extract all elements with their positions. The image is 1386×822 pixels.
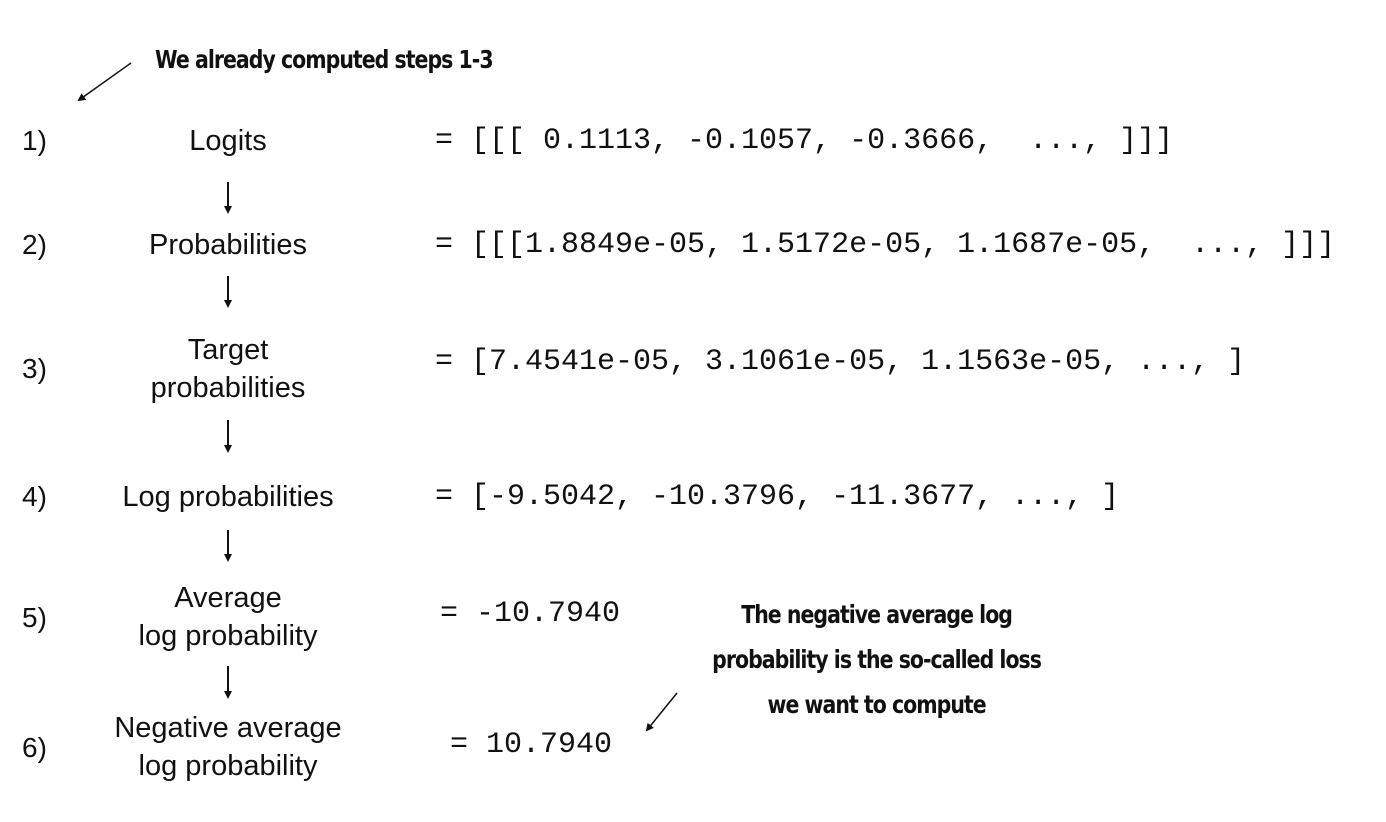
- step-number: 2): [22, 229, 47, 260]
- step-value-negative-average-log-probability: = 10.7940: [450, 728, 613, 762]
- annotation-arrow-top: [77, 62, 132, 102]
- label-line: log probability: [138, 620, 318, 652]
- label-line: Probabilities: [149, 229, 307, 261]
- step-label-negative-average-log-probability: Negative average log probability: [114, 709, 341, 785]
- step-value-average-log-probability: = -10.7940: [440, 597, 621, 631]
- step-number: 6): [22, 732, 47, 763]
- step-value-target-probabilities: = [7.4541e-05, 3.1061e-05, 1.1563e-05, .…: [435, 345, 1246, 379]
- step-value-logits: = [[[ 0.1113, -0.1057, -0.3666, ..., ]]]: [435, 124, 1174, 158]
- step-number: 1): [22, 125, 47, 156]
- annotation-loss-line: we want to compute: [767, 690, 987, 719]
- label-line: Average: [174, 582, 282, 614]
- step-value-log-probabilities: = [-9.5042, -10.3796, -11.3677, ..., ]: [435, 480, 1120, 514]
- label-line: Negative average: [114, 712, 342, 744]
- step-label-target-probabilities: Target probabilities: [151, 331, 306, 407]
- annotation-arrow-bottom: [645, 692, 678, 732]
- annotation-loss: The negative average log probability is …: [688, 592, 1065, 727]
- step-label-average-log-probability: Average log probability: [139, 579, 318, 655]
- step-number: 5): [22, 602, 47, 633]
- label-line: Log probabilities: [122, 481, 334, 513]
- annotation-steps-computed: We already computed steps 1-3: [155, 45, 494, 74]
- label-line: Logits: [189, 125, 267, 157]
- label-line: log probability: [138, 750, 318, 782]
- label-line: Target: [187, 334, 269, 366]
- step-value-probabilities: = [[[1.8849e-05, 1.5172e-05, 1.1687e-05,…: [435, 228, 1336, 262]
- step-number: 4): [22, 481, 47, 512]
- step-label-logits: Logits: [189, 122, 266, 160]
- annotation-loss-line: probability is the so-called loss: [712, 645, 1042, 674]
- annotation-loss-line: The negative average log: [741, 600, 1013, 629]
- step-label-log-probabilities: Log probabilities: [122, 478, 333, 516]
- label-line: probabilities: [150, 372, 306, 404]
- step-number: 3): [22, 353, 47, 384]
- step-label-probabilities: Probabilities: [149, 226, 307, 264]
